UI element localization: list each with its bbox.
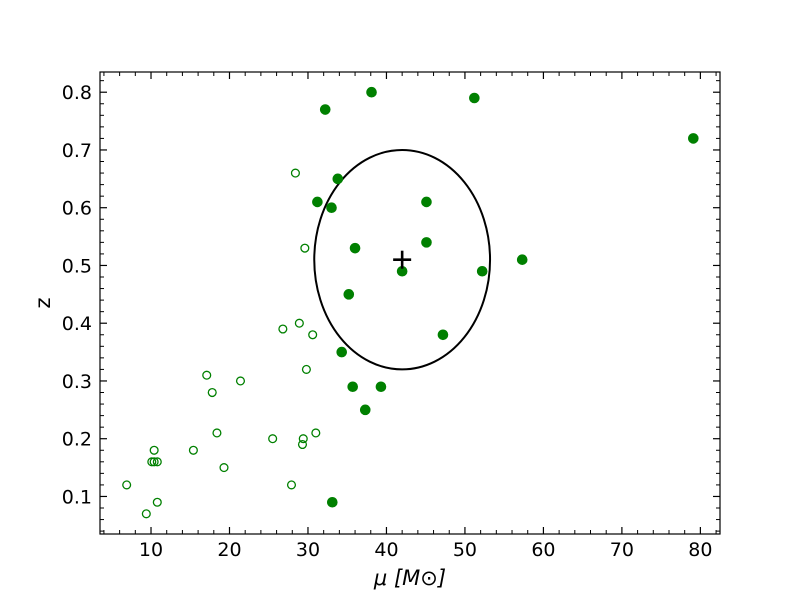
open-data-point: [122, 480, 132, 490]
open-data-point: [219, 463, 229, 473]
x-tick-label: 10: [139, 539, 163, 561]
ellipse-layer: [313, 148, 492, 371]
x-tick-label: 80: [688, 539, 712, 561]
filled-data-point: [437, 329, 449, 341]
open-data-point: [149, 457, 159, 467]
open-data-point: [188, 445, 198, 455]
open-data-point: [141, 509, 151, 519]
x-tick-label: 60: [531, 539, 555, 561]
filled-data-point: [319, 104, 331, 115]
y-tick-label: 0.6: [62, 198, 92, 220]
y-tick-label: 0.2: [62, 429, 92, 451]
x-tick-label: 50: [453, 539, 477, 561]
filled-data-point: [421, 237, 432, 248]
filled-data-point: [326, 202, 337, 214]
open-data-point: [294, 318, 304, 328]
cross-layer: [393, 250, 412, 269]
y-axis-label: z: [31, 297, 55, 308]
x-tick-label: 20: [217, 539, 241, 561]
filled-data-point: [469, 92, 480, 104]
filled-data-point: [347, 381, 359, 393]
open-data-point: [278, 324, 288, 334]
open-data-point: [235, 376, 246, 386]
open-data-point: [147, 457, 157, 467]
filled-data-point: [421, 196, 432, 208]
filled-data-point: [688, 133, 699, 144]
y-tick-label: 0.1: [62, 486, 92, 508]
y-tick-label: 0.8: [62, 82, 92, 104]
open-data-point: [311, 428, 321, 438]
open-data-point: [149, 445, 159, 455]
open-data-point: [268, 434, 278, 444]
filled-data-point: [336, 346, 348, 358]
confidence-ellipse: [313, 148, 492, 371]
filled-data-point: [312, 196, 323, 208]
filled-data-point: [343, 289, 355, 300]
filled-data-point: [366, 86, 377, 98]
filled-data-point: [359, 404, 371, 416]
y-tick-label: 0.7: [62, 140, 92, 162]
y-tick-label: 0.4: [62, 313, 92, 335]
y-tick-label: 0.3: [62, 371, 92, 393]
open-data-point: [202, 370, 212, 380]
x-axis-label: μ [M⊙]: [373, 566, 446, 590]
tick-labels: 10 20 30 40 50 60 70 80 0.1 0.2 0.3 0.4 0.5 0.6 0.7 0.8: [62, 82, 713, 561]
filled-data-point: [349, 242, 361, 254]
x-tick-label: 30: [296, 539, 320, 561]
open-data-point: [300, 243, 310, 253]
open-data-point: [152, 497, 162, 507]
open-data-point: [212, 428, 222, 438]
y-tick-label: 0.5: [62, 255, 92, 277]
axis-ticks: [100, 72, 720, 534]
plot-frame: [99, 71, 721, 535]
open-data-point: [308, 330, 318, 340]
data-points: [122, 86, 699, 519]
open-data-point: [286, 480, 297, 490]
filled-data-point: [476, 265, 488, 277]
x-tick-label: 70: [610, 539, 634, 561]
open-data-point: [297, 439, 308, 450]
open-data-point: [207, 387, 217, 398]
open-data-point: [298, 434, 308, 444]
filled-data-point: [327, 496, 338, 508]
x-tick-label: 40: [374, 539, 398, 561]
filled-data-point: [516, 254, 528, 265]
open-data-point: [152, 457, 162, 467]
filled-data-point: [332, 173, 344, 185]
filled-data-point: [375, 381, 387, 393]
open-data-point: [301, 364, 311, 374]
open-data-point: [290, 168, 300, 178]
